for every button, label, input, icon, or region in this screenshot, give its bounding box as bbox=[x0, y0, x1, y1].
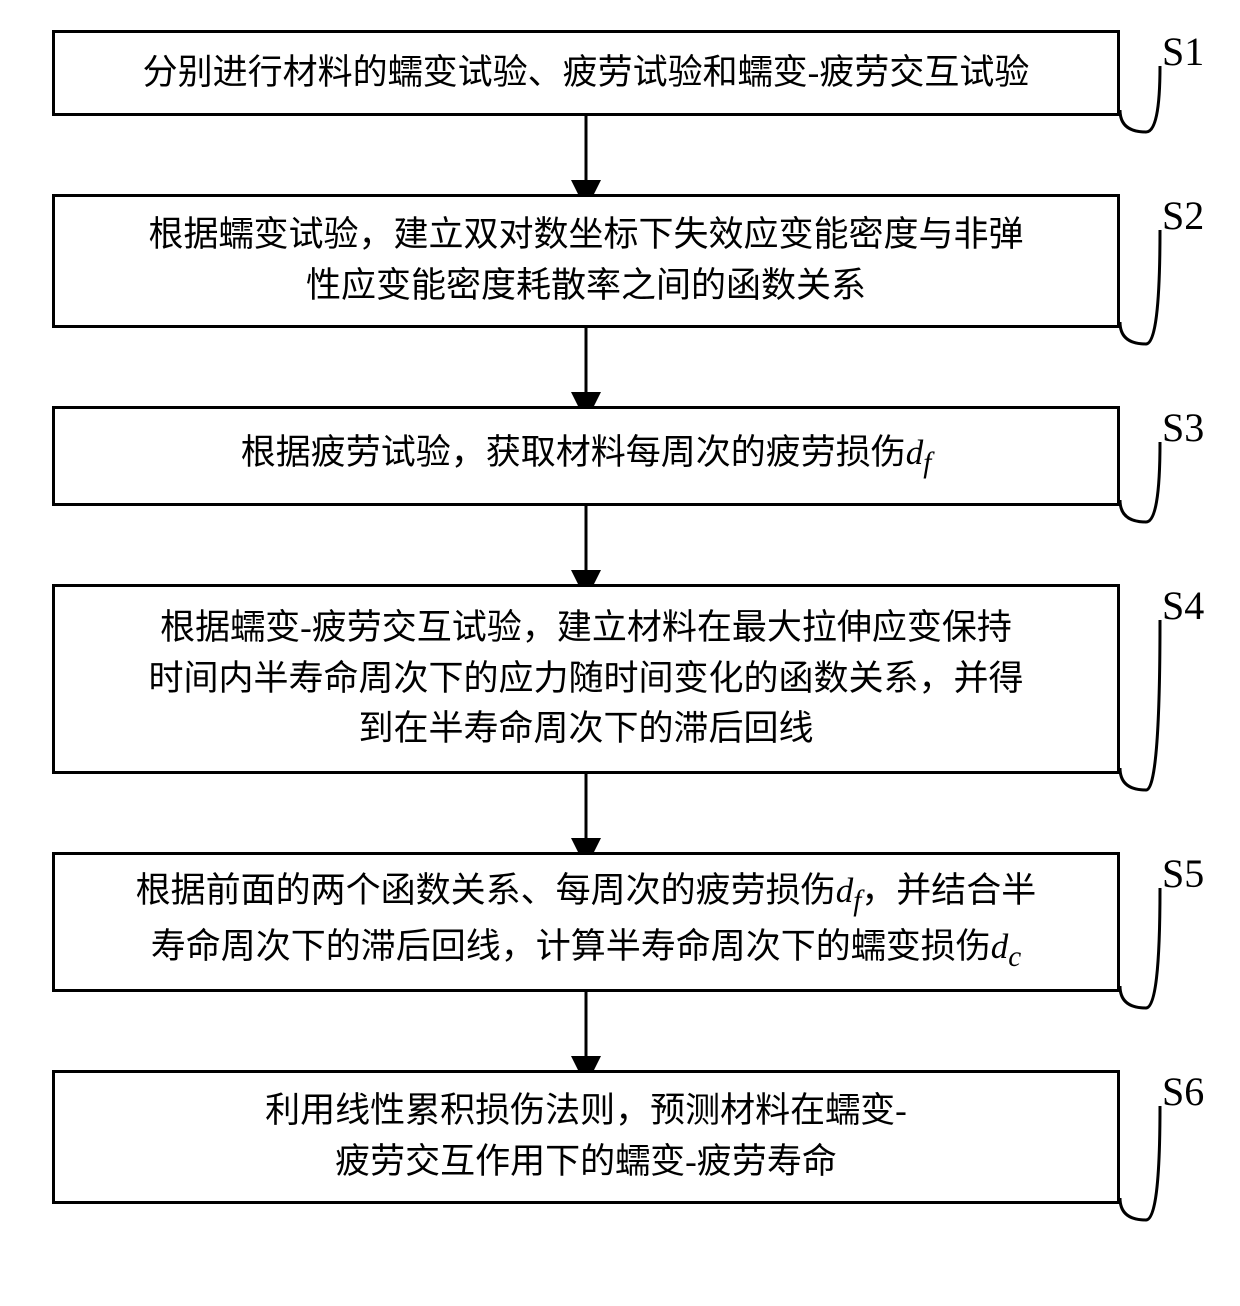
connector-s1-l1 bbox=[1120, 66, 1160, 132]
connector-s5-l5 bbox=[1120, 888, 1160, 1008]
flow-node-s5: 根据前面的两个函数关系、每周次的疲劳损伤df，并结合半寿命周次下的滞后回线，计算… bbox=[52, 852, 1120, 992]
flow-node-s1: 分别进行材料的蠕变试验、疲劳试验和蠕变-疲劳交互试验 bbox=[52, 30, 1120, 116]
step-label-l2: S2 bbox=[1162, 192, 1204, 239]
step-label-l5: S5 bbox=[1162, 850, 1204, 897]
step-label-l6: S6 bbox=[1162, 1068, 1204, 1115]
step-label-l1: S1 bbox=[1162, 28, 1204, 75]
step-label-l3: S3 bbox=[1162, 404, 1204, 451]
flow-node-s4: 根据蠕变-疲劳交互试验，建立材料在最大拉伸应变保持时间内半寿命周次下的应力随时间… bbox=[52, 584, 1120, 774]
flow-node-s2: 根据蠕变试验，建立双对数坐标下失效应变能密度与非弹性应变能密度耗散率之间的函数关… bbox=[52, 194, 1120, 328]
connector-s6-l6 bbox=[1120, 1106, 1160, 1220]
flow-node-s3: 根据疲劳试验，获取材料每周次的疲劳损伤df bbox=[52, 406, 1120, 506]
connector-s4-l4 bbox=[1120, 620, 1160, 790]
flowchart-canvas: 分别进行材料的蠕变试验、疲劳试验和蠕变-疲劳交互试验根据蠕变试验，建立双对数坐标… bbox=[0, 0, 1240, 1306]
flow-node-s6: 利用线性累积损伤法则，预测材料在蠕变-疲劳交互作用下的蠕变-疲劳寿命 bbox=[52, 1070, 1120, 1204]
step-label-l4: S4 bbox=[1162, 582, 1204, 629]
connector-s2-l2 bbox=[1120, 230, 1160, 344]
connector-s3-l3 bbox=[1120, 442, 1160, 522]
